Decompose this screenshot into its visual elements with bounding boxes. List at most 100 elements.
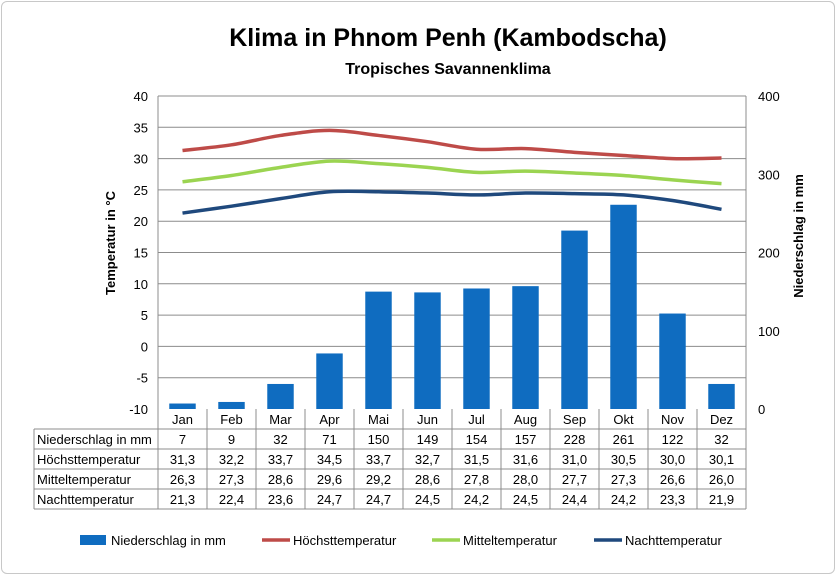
data-table: Jan Feb Mar Apr Mai Jun Jul Aug Sep Okt Nov Dez Nied… — [33, 409, 747, 510]
table-cell: 31,0 — [562, 452, 587, 467]
table-cell: 33,7 — [268, 452, 293, 467]
table-cell: 71 — [322, 432, 336, 447]
series-line-3 — [182, 189, 722, 215]
table-cell: 27,8 — [464, 472, 489, 487]
bar-mar — [267, 383, 294, 409]
temperature-lines — [182, 128, 722, 215]
table-cell: 28,6 — [268, 472, 293, 487]
category-label: Sep — [563, 412, 586, 427]
y2-tick-label: 300 — [758, 167, 780, 182]
legend-label: Höchsttemperatur — [293, 533, 397, 548]
table-cell: 228 — [564, 432, 586, 447]
legend-label: Niederschlag in mm — [111, 533, 226, 548]
table-cell: 32,7 — [415, 452, 440, 467]
y-axis-title: Temperatur in °C — [103, 190, 118, 295]
bar-sep — [561, 230, 588, 409]
table-cell: 31,6 — [513, 452, 538, 467]
y2-axis-title: Niederschlag in mm — [791, 174, 806, 298]
table-cell: 24,2 — [611, 492, 636, 507]
table-cell: 27,3 — [611, 472, 636, 487]
legend: Niederschlag in mm Höchsttemperatur Mittel… — [80, 533, 722, 548]
category-label: Feb — [220, 412, 242, 427]
legend-label: Mitteltemperatur — [463, 533, 558, 548]
y-tick-label: 5 — [141, 308, 148, 323]
chart-title: Klima in Phnom Penh (Kambodscha) — [229, 24, 667, 52]
table-cell: 28,0 — [513, 472, 538, 487]
table-cell: 24,7 — [366, 492, 391, 507]
series-line-2 — [182, 159, 722, 186]
table-cell: 21,3 — [170, 492, 195, 507]
table-cell: 28,6 — [415, 472, 440, 487]
table-cell: 32 — [273, 432, 287, 447]
table-cell: 31,5 — [464, 452, 489, 467]
table-row-label: Mitteltemperatur — [37, 472, 132, 487]
y-tick-label: -5 — [136, 371, 148, 386]
table-cell: 154 — [466, 432, 488, 447]
table-cell: 33,7 — [366, 452, 391, 467]
table-cell: 26,0 — [709, 472, 734, 487]
y-tick-label: -10 — [129, 402, 148, 417]
category-label: Nov — [661, 412, 685, 427]
gridlines — [158, 95, 746, 379]
table-row-label: Höchsttemperatur — [37, 452, 141, 467]
series-line-1 — [182, 128, 722, 161]
table-cell: 24,2 — [464, 492, 489, 507]
y2-tick-label: 400 — [758, 89, 780, 104]
legend-label: Nachttemperatur — [625, 533, 722, 548]
category-label: Jan — [172, 412, 193, 427]
y2-tick-label: 0 — [758, 402, 765, 417]
table-cell: 27,7 — [562, 472, 587, 487]
bar-jun — [414, 292, 441, 409]
table-cell: 26,6 — [660, 472, 685, 487]
category-label: Apr — [319, 412, 340, 427]
y-tick-label: 0 — [141, 339, 148, 354]
table-cell: 30,1 — [709, 452, 734, 467]
table-cell: 31,3 — [170, 452, 195, 467]
bar-dez — [708, 383, 735, 409]
table-cell: 21,9 — [709, 492, 734, 507]
precipitation-bars — [169, 204, 735, 409]
table-row-label: Nachttemperatur — [37, 492, 134, 507]
category-label: Jul — [468, 412, 485, 427]
table-cell: 22,4 — [219, 492, 244, 507]
bar-apr — [316, 353, 343, 409]
table-cell: 24,5 — [513, 492, 538, 507]
table-cell: 27,3 — [219, 472, 244, 487]
category-label: Jun — [417, 412, 438, 427]
category-label: Mai — [368, 412, 389, 427]
bar-mai — [365, 291, 392, 409]
chart-subtitle: Tropisches Savannenklima — [345, 61, 551, 78]
bar-nov — [659, 313, 686, 409]
y-tick-label: 10 — [134, 277, 148, 292]
table-row-label: Niederschlag in mm — [37, 432, 152, 447]
table-cell: 7 — [179, 432, 186, 447]
y2-tick-label: 100 — [758, 324, 780, 339]
category-label: Aug — [514, 412, 537, 427]
category-label: Mar — [269, 412, 292, 427]
table-cell: 30,0 — [660, 452, 685, 467]
table-cell: 32 — [714, 432, 728, 447]
table-cell: 9 — [228, 432, 235, 447]
y-tick-label: 15 — [134, 246, 148, 261]
category-label: Okt — [613, 412, 634, 427]
table-cell: 157 — [515, 432, 537, 447]
bar-okt — [610, 204, 637, 409]
y2-tick-label: 200 — [758, 246, 780, 261]
table-cell: 122 — [662, 432, 684, 447]
bar-feb — [218, 401, 245, 409]
table-cell: 34,5 — [317, 452, 342, 467]
table-cell: 29,2 — [366, 472, 391, 487]
legend-swatch-bar — [80, 535, 106, 545]
table-cell: 24,4 — [562, 492, 587, 507]
table-cell: 150 — [368, 432, 390, 447]
table-cell: 26,3 — [170, 472, 195, 487]
table-cell: 23,3 — [660, 492, 685, 507]
table-cell: 149 — [417, 432, 439, 447]
bar-aug — [512, 286, 539, 409]
y-tick-label: 40 — [134, 89, 148, 104]
category-label: Dez — [710, 412, 733, 427]
y-tick-label: 30 — [134, 152, 148, 167]
